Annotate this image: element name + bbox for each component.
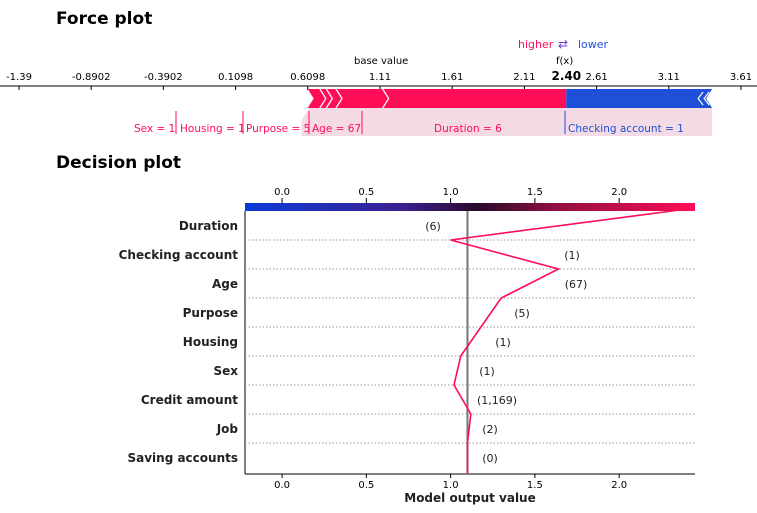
force-tick-label: -0.3902 [144, 72, 183, 83]
decision-colorbar [245, 203, 695, 211]
decision-bottom-tick-label: 0.5 [358, 480, 374, 491]
force-separator [382, 88, 390, 109]
force-axis-ticks: -1.39 -0.8902 -0.3902 0.1098 0.6098 1.11 1.61 2… [6, 69, 752, 90]
decision-feature-value: (1,169) [477, 394, 517, 407]
decision-plot-frame [244, 211, 695, 475]
decision-feature-label: Age [212, 277, 238, 291]
force-bar-duration [383, 89, 567, 108]
force-separator [319, 88, 327, 109]
decision-x-axis-label: Model output value [404, 491, 536, 505]
decision-bottom-tick-label: 2.0 [611, 480, 627, 491]
force-separator [335, 88, 343, 109]
force-label-sex: Sex = 1 [134, 123, 175, 135]
decision-feature-label: Saving accounts [127, 451, 238, 465]
legend-arrow-icon: ⇄ [558, 37, 568, 51]
force-label-purpose: Purpose = 5 [246, 123, 310, 135]
force-tick-label: 0.6098 [290, 72, 325, 83]
decision-top-tick-label: 0.0 [274, 187, 290, 198]
decision-bottom-tick-label: 1.5 [527, 480, 543, 491]
force-label-housing: Housing = 1 [180, 123, 245, 135]
legend-higher: higher [518, 38, 554, 51]
force-label-duration: Duration = 6 [434, 123, 502, 135]
decision-path-line [450, 207, 696, 474]
decision-feature-label: Duration [179, 219, 238, 233]
force-legend: higher ⇄ lower [518, 37, 609, 51]
decision-feature-label: Credit amount [141, 393, 238, 407]
fx-label: f(x) [556, 56, 573, 67]
force-labels: Sex = 1 Housing = 1 Purpose = 5 Age = 67 Dur… [134, 111, 684, 135]
force-bar-housing [320, 89, 334, 108]
force-tick-label: 2.11 [513, 72, 535, 83]
fx-value: 2.40 [551, 69, 581, 83]
force-tick-label: 3.11 [658, 72, 680, 83]
decision-top-tick-label: 0.5 [358, 187, 374, 198]
decision-feature-value: (1) [479, 365, 495, 378]
force-bars [301, 88, 713, 136]
force-bar-sex [307, 89, 327, 108]
force-separator [325, 88, 334, 109]
force-bar-age [336, 89, 390, 108]
force-bar-checking-account [566, 89, 713, 108]
decision-feature-value: (5) [514, 307, 530, 320]
decision-feature-label: Purpose [183, 306, 238, 320]
decision-feature-value: (2) [482, 423, 498, 436]
decision-feature-value: (1) [564, 249, 580, 262]
decision-top-tick-label: 1.5 [527, 187, 543, 198]
decision-feature-value: (0) [482, 452, 498, 465]
force-tick-label: 2.61 [585, 72, 607, 83]
decision-feature-label: Checking account [119, 248, 239, 262]
decision-top-tick-label: 1.0 [443, 187, 459, 198]
force-label-band [301, 108, 713, 136]
force-chevron [697, 91, 704, 106]
decision-bottom-axis: 0.0 0.5 1.0 1.5 2.0 [274, 474, 627, 491]
decision-feature-label: Sex [213, 364, 238, 378]
decision-top-axis: 0.0 0.5 1.0 1.5 2.0 [274, 187, 627, 203]
decision-bottom-tick-label: 0.0 [274, 480, 290, 491]
base-value-label: base value [354, 56, 408, 67]
force-tick-label: -0.8902 [72, 72, 111, 83]
decision-feature-value: (1) [495, 336, 511, 349]
decision-top-tick-label: 2.0 [611, 187, 627, 198]
decision-bottom-tick-label: 1.0 [443, 480, 459, 491]
force-chevron [703, 91, 710, 106]
force-label-checking-account: Checking account = 1 [568, 123, 684, 135]
force-tick-label: 3.61 [730, 72, 752, 83]
decision-feature-value: (6) [425, 220, 441, 233]
decision-plot-title: Decision plot [56, 153, 181, 173]
force-tick-label: 0.1098 [218, 72, 253, 83]
decision-feature-label: Housing [183, 335, 238, 349]
force-tick-label: 1.11 [369, 72, 391, 83]
decision-feature-value: (67) [565, 278, 588, 291]
legend-lower: lower [578, 38, 609, 51]
force-label-age: Age = 67 [312, 123, 361, 135]
decision-rows: Duration Checking account Age Purpose Housin… [119, 219, 695, 465]
force-plot-title: Force plot [56, 9, 152, 29]
decision-path [450, 207, 696, 474]
force-tick-label: -1.39 [6, 72, 32, 83]
decision-feature-label: Job [216, 422, 239, 436]
decision-feature-values: (6) (1) (67) (5) (1) (1) (1,169) (2) (0) [425, 220, 587, 465]
force-tick-label: 1.61 [441, 72, 463, 83]
